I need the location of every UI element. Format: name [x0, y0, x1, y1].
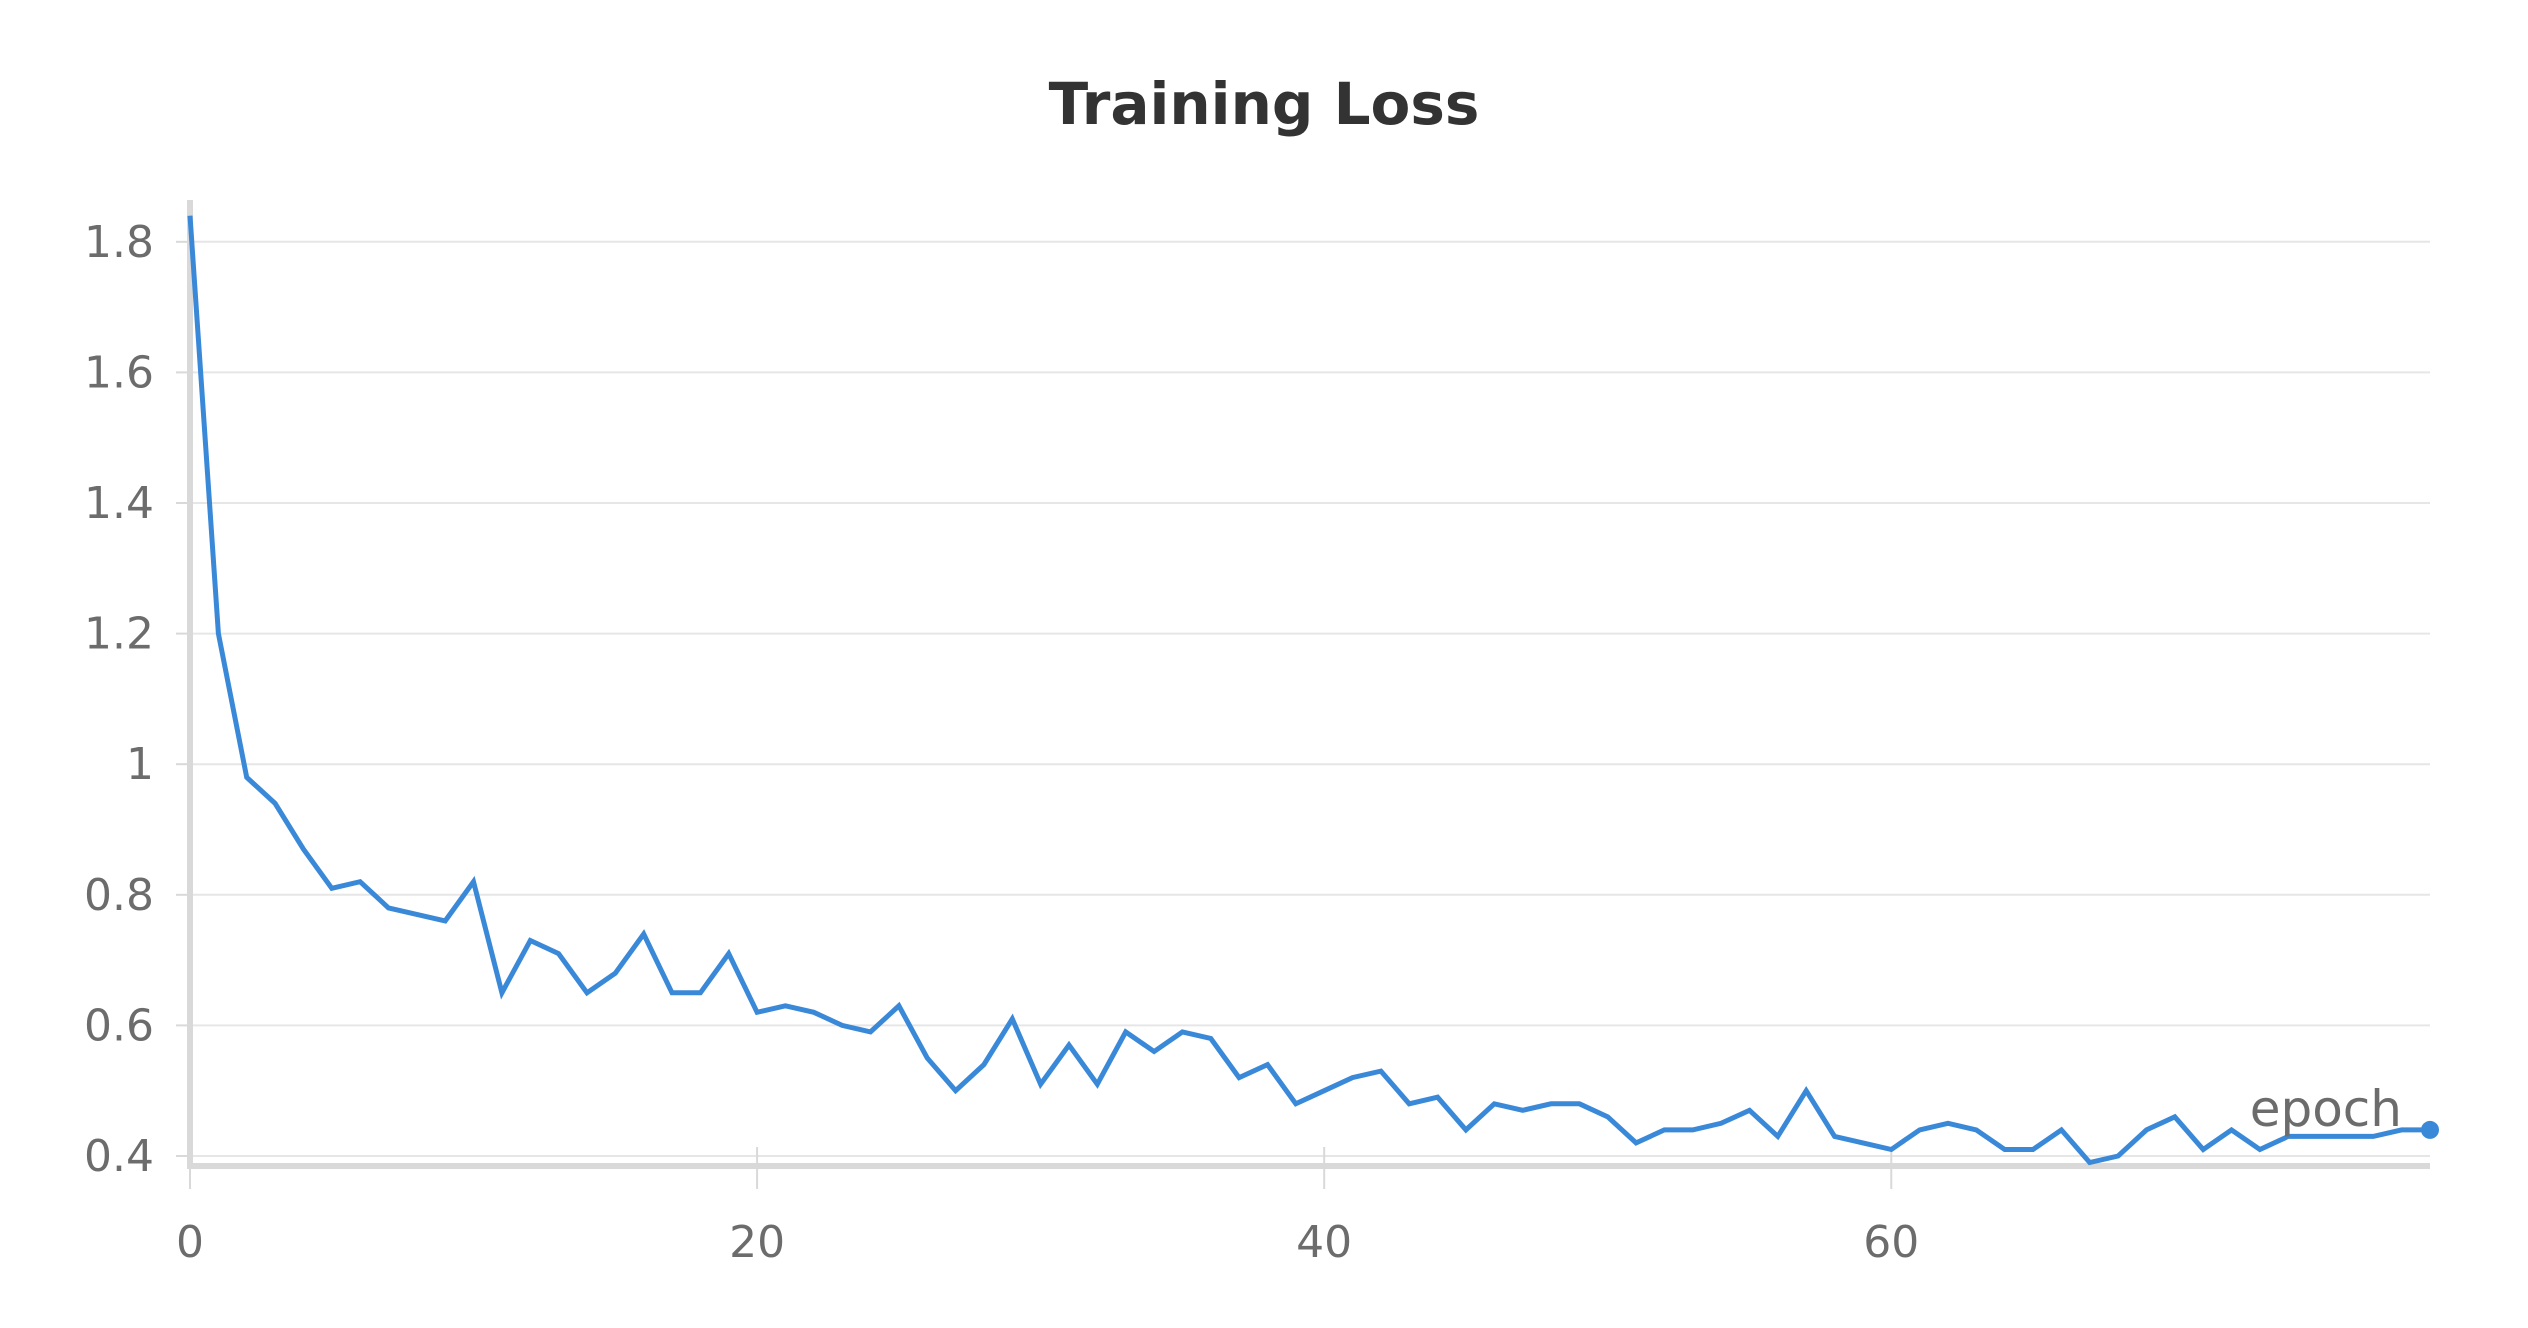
y-tick-label: 0.4 [84, 1131, 154, 1182]
series-end-label: epoch [2250, 1080, 2402, 1138]
y-tick-label: 0.8 [84, 870, 154, 921]
axes [176, 200, 2430, 1189]
y-tick-label: 1.4 [84, 478, 154, 529]
y-tick-labels: 0.4 0.6 0.8 1 1.2 1.4 1.6 1.8 [84, 217, 154, 1182]
series-end-marker [2421, 1120, 2439, 1139]
x-tick-labels: 0 20 40 60 [176, 1217, 1919, 1268]
x-tick-label: 60 [1863, 1217, 1919, 1268]
y-tick-label: 1.2 [84, 609, 154, 660]
x-tick-label: 20 [729, 1217, 785, 1268]
y-tick-label: 0.6 [84, 1000, 154, 1051]
chart-title: Training Loss [1048, 70, 1480, 138]
y-tick-label: 1 [126, 739, 154, 790]
x-tick-label: 40 [1296, 1217, 1352, 1268]
gridlines [190, 240, 2430, 1157]
y-tick-label: 1.8 [84, 217, 154, 268]
y-tick-label: 1.6 [84, 347, 154, 398]
series-line [187, 215, 2430, 1166]
x-tick-label: 0 [176, 1217, 204, 1268]
series-layer: epoch [187, 215, 2439, 1166]
